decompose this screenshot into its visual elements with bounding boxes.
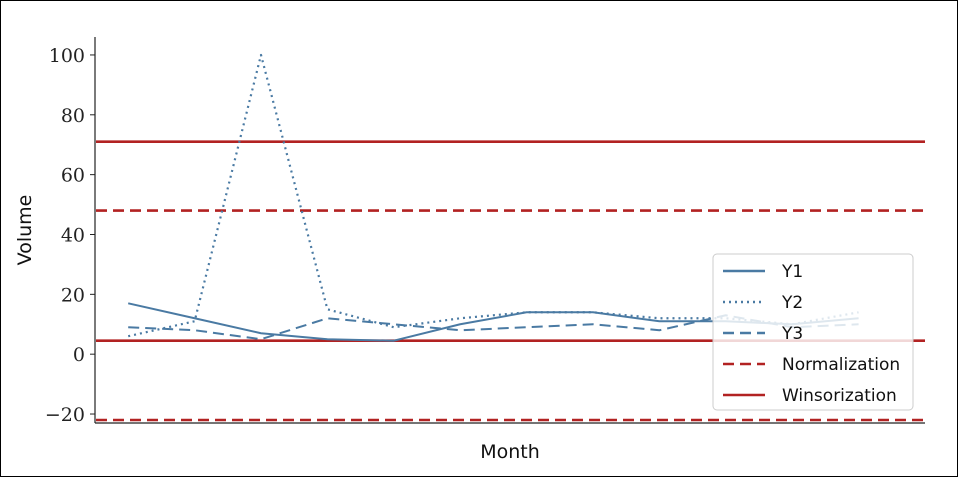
axes	[94, 37, 925, 424]
y-tick-label: 80	[61, 105, 85, 127]
legend-label-y2: Y2	[781, 293, 803, 313]
legend-box	[712, 253, 914, 411]
y-tick-label: 60	[61, 165, 85, 187]
y-ticks: −20 0 20 40 60 80 100	[45, 45, 95, 426]
y-tick-label: 40	[61, 224, 85, 246]
legend-label-y3: Y3	[781, 324, 803, 344]
series-y2-line	[127, 53, 859, 338]
y-tick-label: 100	[49, 45, 85, 67]
y-axis-label: Volume	[14, 195, 36, 266]
y-tick-label: 0	[73, 344, 85, 366]
legend-label-y1: Y1	[781, 262, 803, 282]
legend: Y1 Y2 Y3 Normalization Winsorization	[712, 253, 914, 411]
legend-label-normalization: Normalization	[782, 355, 900, 375]
y-tick-label: 20	[61, 284, 85, 306]
legend-label-winsorization: Winsorization	[782, 386, 897, 406]
reference-lines	[96, 140, 925, 422]
x-axis-label: Month	[480, 441, 540, 463]
y-tick-label: −20	[45, 404, 85, 426]
